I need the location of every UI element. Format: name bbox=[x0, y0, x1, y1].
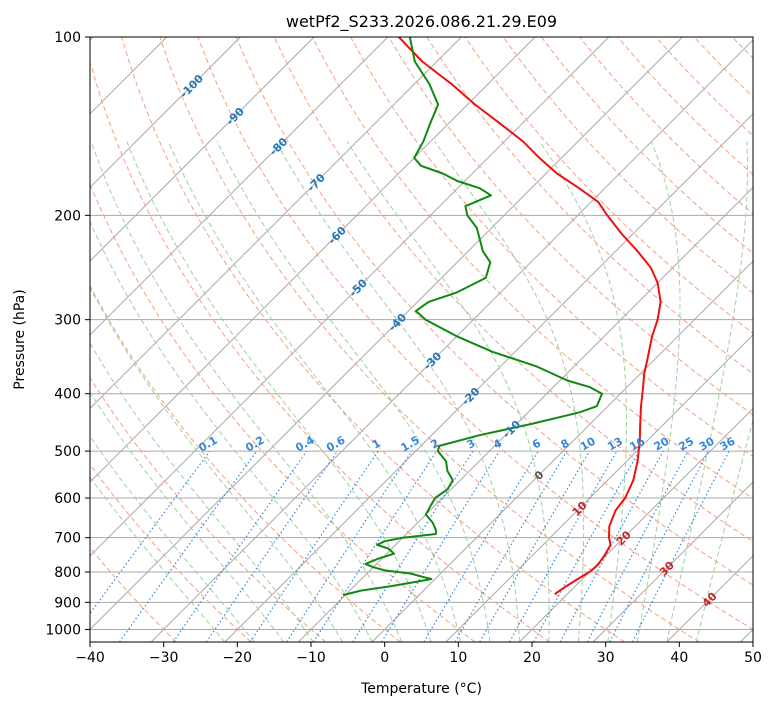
moist-adiabat bbox=[90, 286, 344, 642]
x-tick-label: 30 bbox=[597, 650, 615, 666]
y-tick-label: 900 bbox=[54, 595, 81, 611]
sounding-lines bbox=[342, 37, 662, 597]
y-tick-label: 500 bbox=[54, 444, 81, 460]
isotherm-line bbox=[90, 37, 315, 262]
chart-title: wetPf2_S233.2026.086.21.29.E09 bbox=[286, 12, 557, 32]
isotherm-line bbox=[224, 113, 753, 642]
moist-adiabat bbox=[126, 141, 432, 642]
x-tick-label: 0 bbox=[380, 650, 389, 666]
dry-adiabat bbox=[388, 37, 753, 416]
moist-adiabat bbox=[346, 141, 550, 642]
isotherm-line bbox=[90, 37, 389, 336]
moist-adiabat bbox=[666, 141, 748, 642]
y-tick-label: 700 bbox=[54, 531, 81, 547]
y-tick-label: 600 bbox=[54, 491, 81, 507]
mixing-ratio-line bbox=[559, 450, 664, 642]
isotherm-line bbox=[445, 334, 753, 642]
dry-adiabat bbox=[235, 37, 753, 586]
isotherm-line bbox=[90, 37, 462, 410]
dry-adiabat bbox=[426, 37, 753, 375]
x-tick-label: −10 bbox=[296, 650, 326, 666]
isotherm-line bbox=[519, 407, 753, 642]
moist-adiabat bbox=[90, 391, 285, 642]
mixing-ratio-line bbox=[632, 450, 730, 642]
mixing-ratio-line bbox=[381, 450, 501, 642]
dry-adiabat bbox=[90, 376, 327, 642]
moist-adiabat bbox=[216, 141, 491, 642]
moist-adiabat bbox=[695, 418, 753, 642]
dry-adiabat bbox=[159, 37, 700, 642]
isotherm-line bbox=[592, 481, 753, 642]
moist-adiabat bbox=[90, 141, 403, 642]
mixing-ratio-line bbox=[172, 450, 308, 642]
temperature-profile-line bbox=[398, 37, 662, 596]
moist-adiabat bbox=[275, 141, 520, 642]
moist-adiabat bbox=[636, 141, 681, 642]
x-tick-label: −40 bbox=[75, 650, 105, 666]
moist-adiabat bbox=[90, 342, 314, 642]
background-lines bbox=[90, 37, 775, 642]
x-tick-label: 10 bbox=[449, 650, 467, 666]
y-tick-label: 100 bbox=[54, 30, 81, 46]
y-tick-label: 300 bbox=[54, 313, 81, 329]
isotherm-line bbox=[90, 37, 683, 631]
mixing-ratio-line bbox=[205, 450, 338, 642]
x-tick-label: 50 bbox=[744, 650, 762, 666]
dry-adiabat bbox=[90, 284, 401, 642]
dry-adiabat bbox=[90, 463, 252, 642]
x-tick-label: −30 bbox=[149, 650, 179, 666]
mixing-ratio-line bbox=[286, 450, 413, 642]
dewpoint-profile-line bbox=[342, 37, 603, 597]
mixing-ratio-line bbox=[90, 450, 211, 615]
plot-frame bbox=[89, 36, 754, 643]
dry-adiabat bbox=[90, 546, 177, 642]
mixing-ratio-line bbox=[249, 450, 379, 642]
y-axis-label: Pressure (hPa) bbox=[12, 289, 28, 389]
dry-adiabat bbox=[90, 182, 476, 642]
mixing-ratio-line bbox=[533, 450, 640, 642]
isotherm-line bbox=[90, 37, 536, 483]
y-tick-label: 200 bbox=[54, 208, 81, 224]
dry-adiabat bbox=[770, 37, 775, 642]
x-tick-label: 40 bbox=[670, 650, 688, 666]
dry-adiabat bbox=[311, 37, 753, 500]
mixing-ratio-line bbox=[312, 450, 438, 642]
isotherm-line bbox=[90, 37, 610, 557]
x-axis-label: Temperature (°C) bbox=[360, 681, 482, 697]
dry-adiabat bbox=[197, 37, 753, 630]
x-tick-label: −20 bbox=[223, 650, 253, 666]
axes: −40 −30 −20 −10 0 10 20 30 40 50 100 200 300 400 500 60… bbox=[45, 30, 762, 666]
dry-adiabat bbox=[502, 37, 753, 294]
x-tick-label: 20 bbox=[523, 650, 541, 666]
moist-adiabat bbox=[434, 141, 585, 642]
mixing-ratio-line bbox=[352, 450, 474, 642]
isotherm-line bbox=[90, 37, 241, 189]
y-tick-label: 400 bbox=[54, 387, 81, 403]
y-tick-label: 800 bbox=[54, 565, 81, 581]
moist-adiabat bbox=[539, 141, 627, 642]
dry-adiabat bbox=[121, 37, 625, 642]
mixing-ratio-line bbox=[119, 450, 258, 642]
dry-adiabat bbox=[90, 60, 551, 642]
moist-adiabat bbox=[90, 476, 226, 642]
mixing-ratio-line bbox=[509, 450, 618, 642]
isotherm-line bbox=[371, 260, 753, 642]
moist-adiabat bbox=[90, 435, 255, 642]
y-tick-label: 1000 bbox=[45, 622, 81, 638]
moist-adiabat bbox=[167, 141, 461, 642]
isotherm-line bbox=[150, 39, 753, 642]
plot-background bbox=[90, 37, 753, 642]
